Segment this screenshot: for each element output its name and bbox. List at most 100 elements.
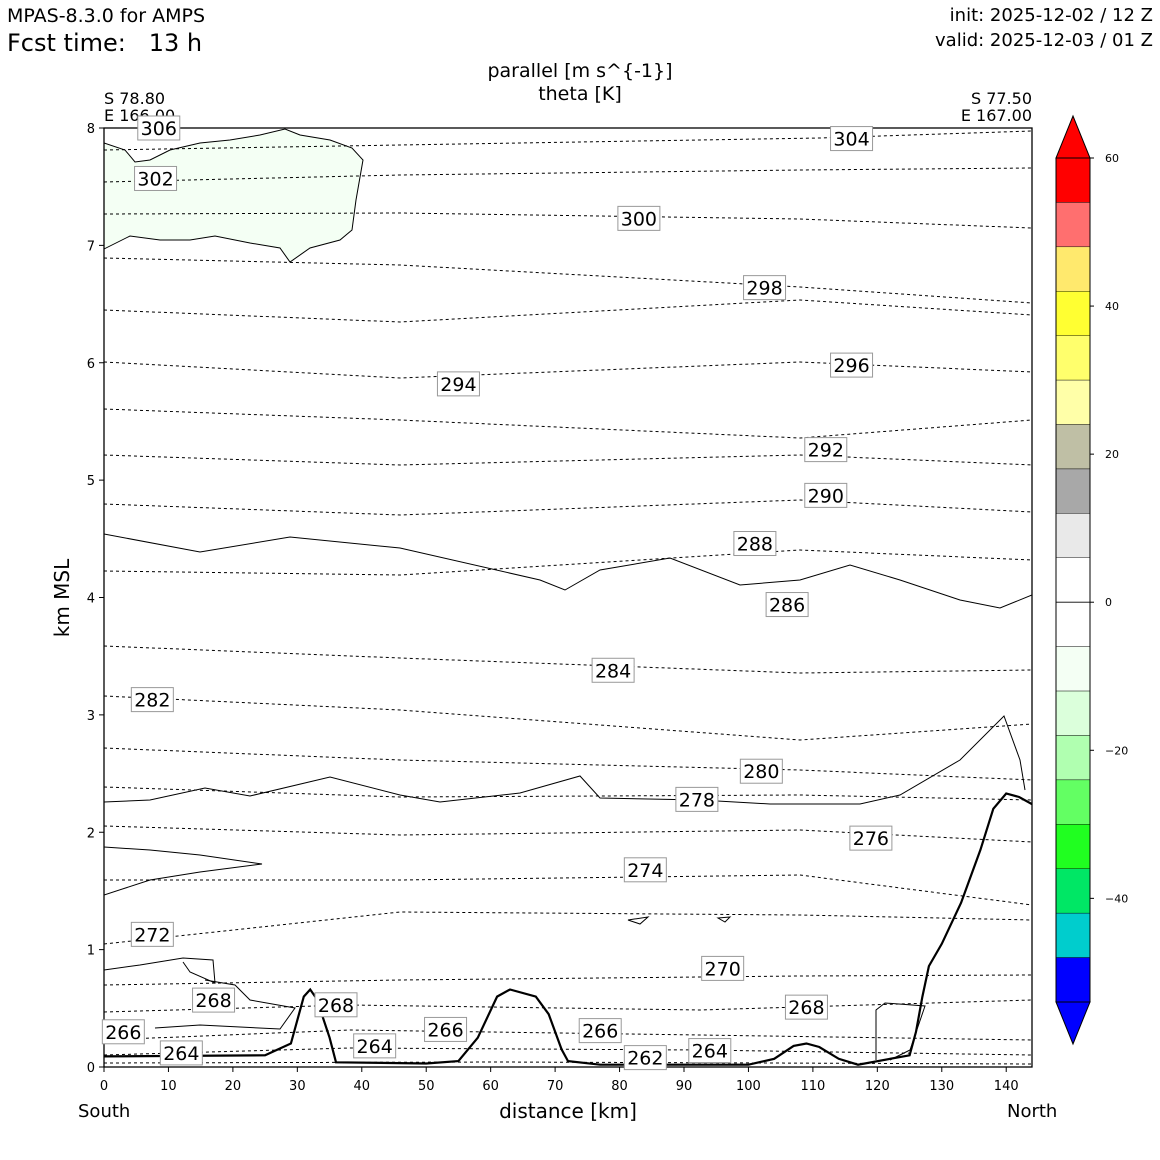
theta-label-box: [130, 687, 174, 713]
theta-label-box: [701, 955, 745, 981]
y-tick-label: 8: [87, 122, 95, 137]
theta-label-text: 294: [440, 374, 476, 396]
colorbar-tick-label: −40: [1105, 892, 1128, 905]
model-name: MPAS-8.3.0 for AMPS: [7, 5, 206, 27]
colorbar: 60 40 20 0 −20 −40: [1055, 114, 1128, 1046]
theta-label-box: [353, 1033, 397, 1059]
terrain-profile: [104, 792, 1032, 1066]
colorbar-bin: [1055, 246, 1091, 292]
theta-label-text: 302: [137, 168, 173, 190]
colorbar-bin: [1055, 157, 1091, 203]
y-tick-label: 4: [87, 592, 95, 607]
theta-label-text: 280: [743, 761, 779, 783]
colorbar-bin: [1055, 335, 1091, 381]
theta-label-text: 290: [808, 485, 844, 507]
theta-label: 284: [591, 657, 635, 683]
x-axis-label: distance [km]: [499, 1099, 637, 1123]
theta-label-box: [765, 592, 809, 618]
theta-label: 276: [849, 825, 893, 851]
theta-label: 272: [130, 921, 174, 947]
x-tick-label: 40: [354, 1079, 371, 1094]
colorbar-extend-top: [1055, 114, 1091, 159]
right-endpoint-lon: E 167.00: [960, 106, 1032, 125]
shaded-wind-region: [104, 128, 364, 263]
x-tick-label: 0: [100, 1079, 108, 1094]
theta-label: 306: [137, 115, 181, 141]
theta-label-box: [739, 758, 783, 784]
theta-label-box: [830, 352, 874, 378]
theta-label-text: 268: [788, 997, 824, 1019]
colorbar-bin: [1055, 957, 1091, 1003]
theta-label-text: 274: [627, 860, 663, 882]
theta-label: 282: [130, 687, 174, 713]
theta-label: 288: [733, 531, 777, 557]
theta-label-box: [675, 786, 719, 812]
theta-label-box: [134, 165, 178, 191]
colorbar-bin: [1055, 557, 1091, 603]
x-tick-label: 60: [482, 1079, 499, 1094]
theta-label: 268: [784, 994, 828, 1020]
theta-label: 302: [134, 165, 178, 191]
x-tick-label: 140: [994, 1079, 1019, 1094]
colorbar-extend-bottom: [1055, 1001, 1091, 1046]
chart-title-line2: theta [K]: [538, 83, 622, 105]
theta-label-box: [159, 1040, 203, 1066]
theta-label-text: 276: [853, 828, 889, 850]
theta-label-text: 262: [627, 1048, 663, 1070]
theta-label: 270: [701, 955, 745, 981]
forecast-time-value: 13 h: [148, 29, 203, 57]
theta-label: 262: [623, 1045, 667, 1071]
theta-label: 266: [578, 1018, 622, 1044]
plot-frame: [103, 127, 1033, 1068]
theta-label-text: 300: [621, 208, 657, 230]
colorbar-bin: [1055, 513, 1091, 558]
theta-label-text: 270: [705, 958, 741, 980]
theta-label-text: 284: [595, 660, 631, 682]
colorbar-bin: [1055, 646, 1091, 692]
theta-label-text: 264: [163, 1043, 199, 1065]
x-tick-label: 100: [736, 1079, 761, 1094]
theta-label-box: [743, 275, 787, 301]
colorbar-bin: [1055, 779, 1091, 825]
x-tick-label: 110: [800, 1079, 825, 1094]
theta-contour-labels: 306 304 302 300 298 296 294 292 290 288 286 284 282 2…: [101, 115, 893, 1071]
theta-label: 280: [739, 758, 783, 784]
colorbar-bin: [1055, 424, 1091, 470]
colorbar-bin: [1055, 291, 1091, 336]
x-axis-ticks: 0 10 20 30 40 50 60 70 80 90 100 110 120 130 140: [100, 1067, 1019, 1094]
theta-label-text: 278: [679, 789, 715, 811]
colorbar-tick-label: 20: [1105, 448, 1119, 461]
theta-label-box: [623, 857, 667, 883]
colorbar-bin: [1055, 202, 1091, 248]
theta-label: 268: [314, 992, 358, 1018]
theta-label-text: 266: [105, 1022, 141, 1044]
theta-label: 304: [830, 126, 874, 152]
colorbar-bin: [1055, 379, 1091, 425]
theta-label: 292: [804, 437, 848, 463]
theta-label-box: [130, 921, 174, 947]
colorbar-bin: [1055, 824, 1091, 869]
colorbar-bin: [1055, 690, 1091, 736]
x-tick-label: 70: [547, 1079, 564, 1094]
theta-label-box: [804, 482, 848, 508]
right-endpoint-lat: S 77.50: [970, 89, 1032, 108]
theta-label-box: [578, 1018, 622, 1044]
theta-label-text: 272: [134, 924, 170, 946]
theta-label-box: [192, 987, 236, 1013]
theta-label: 296: [830, 352, 874, 378]
y-tick-label: 0: [87, 1061, 95, 1076]
theta-label-text: 286: [769, 595, 805, 617]
colorbar-bin: [1055, 912, 1091, 958]
theta-label-text: 282: [134, 690, 170, 712]
left-endpoint-lat: S 78.80: [104, 89, 166, 108]
x-tick-label: 10: [160, 1079, 177, 1094]
theta-label-text: 266: [582, 1021, 618, 1043]
theta-label: 278: [675, 786, 719, 812]
x-tick-label: 50: [418, 1079, 435, 1094]
chart-title-line1: parallel [m s^{-1}]: [487, 60, 673, 82]
right-endpoint-name: North: [1007, 1101, 1058, 1122]
theta-label: 264: [159, 1040, 203, 1066]
theta-label: 264: [353, 1033, 397, 1059]
theta-label: 268: [192, 987, 236, 1013]
